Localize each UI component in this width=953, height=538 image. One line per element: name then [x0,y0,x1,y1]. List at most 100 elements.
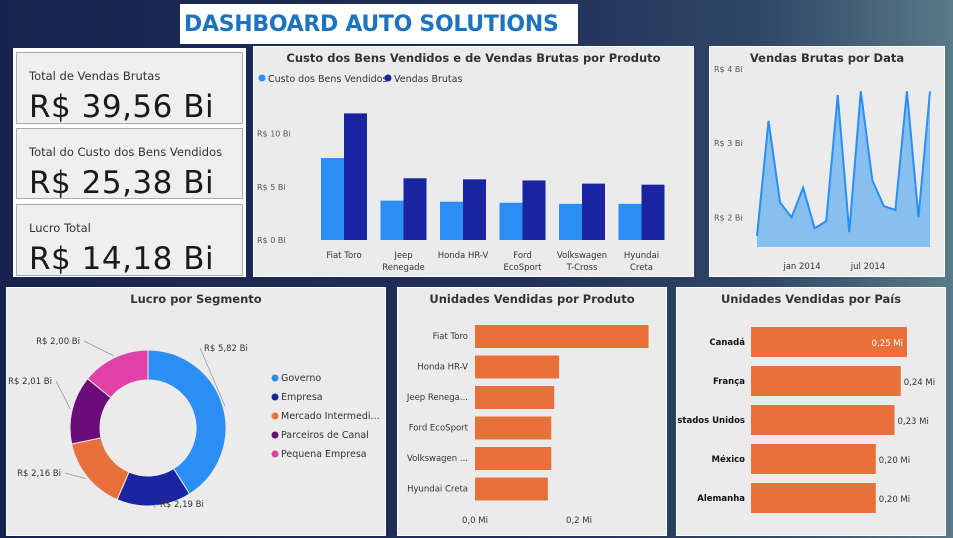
bar-vendas [403,178,427,240]
legend-marker [271,393,279,401]
bar-data-label: 0,25 Mi [872,339,903,349]
chart-title: Custo dos Bens Vendidos e de Vendas Brut… [286,51,661,65]
kpi-value: R$ 14,18 Bi [29,241,215,277]
kpi-card-lucro-total[interactable]: Lucro Total R$ 14,18 Bi [16,204,243,277]
x-category-label: Renegade [382,263,425,273]
kpi-card-vendas-brutas[interactable]: Total de Vendas Brutas R$ 39,56 Bi [16,52,243,125]
y-category-label: Canadá [709,338,745,348]
y-category-label: Alemanha [697,494,745,504]
x-tick-label: 0,0 Mi [462,516,488,526]
legend-marker [271,374,279,382]
bar-custo [440,201,463,240]
kpi-label: Total de Vendas Brutas [29,69,161,83]
x-category-label: EcoSport [503,263,542,273]
bar-unidades-produto [475,325,649,348]
bar-data-label: 0,23 Mi [898,417,929,427]
bar-vendas [344,113,367,240]
legend-marker-vendas [384,74,392,82]
chart-unidades-pais-svg: Canadá 0,25 Mi França 0,24 Mi Estados Unidos… [677,327,935,513]
chart-panel-custo-vendas[interactable]: Custo dos Bens Vendidos e de Vendas Brut… [253,46,694,277]
legend-label-custo: Custo dos Bens Vendidos [268,74,387,85]
donut-leader-line [153,503,157,508]
y-category-label: Honda HR-V [417,363,468,373]
legend-label: Pequena Empresa [281,449,367,460]
x-tick-label: 0,2 Mi [566,516,592,526]
bar-unidades-pais [751,327,907,357]
bar-unidades-pais [751,444,876,474]
y-category-label: Jeep Renega... [406,393,468,403]
chart-panel-vendas-data[interactable]: Vendas Brutas por Data R$ 2 Bi R$ 3 Bi R$ … [709,46,945,277]
x-tick-label: jan 2014 [782,262,820,272]
bar-custo [499,202,523,240]
y-tick-label: R$ 5 Bi [257,183,286,192]
bar-vendas [463,179,486,240]
x-category-label: T-Cross [566,263,598,273]
x-tick-label: jul 2014 [850,262,885,272]
legend-marker [271,450,279,458]
donut-slice [86,349,149,399]
kpi-container: Total de Vendas Brutas R$ 39,56 Bi Total… [13,48,246,277]
chart-lucro-segmento-svg: R$ 5,82 Bi R$ 2,19 Bi R$ 2,16 Bi R$ 2,01 Bi… [8,337,380,510]
chart-panel-unidades-produto[interactable]: Unidades Vendidas por Produto Fiat Toro H… [397,287,667,536]
chart-title: Lucro por Segmento [130,292,262,306]
bar-unidades-pais [751,483,876,513]
chart-panel-unidades-pais[interactable]: Unidades Vendidas por País Canadá 0,25 Mi… [676,287,946,536]
bar-data-label: 0,24 Mi [904,378,935,388]
x-category-label: Hyundai [624,251,659,261]
bar-vendas [522,180,546,240]
y-tick-label: R$ 3 Bi [714,139,743,148]
donut-leader-line [55,380,71,410]
legend-label: Mercado Intermedi... [281,411,380,422]
y-category-label: França [713,377,745,387]
donut-leader-line [83,340,114,357]
donut-data-label: R$ 2,00 Bi [36,337,80,347]
legend-marker-custo [258,74,266,82]
donut-data-label: R$ 2,16 Bi [17,469,61,479]
bar-unidades-produto [475,416,552,440]
kpi-value: R$ 25,38 Bi [29,165,215,201]
y-category-label: Estados Unidos [677,416,745,426]
bar-data-label: 0,20 Mi [879,456,910,466]
area-line [756,91,931,236]
x-category-label: Fiat Toro [326,251,361,261]
donut-data-label: R$ 2,01 Bi [8,377,52,387]
x-category-label: Volkswagen [557,251,607,261]
kpi-card-custo-bens[interactable]: Total do Custo dos Bens Vendidos R$ 25,3… [16,128,243,201]
bar-custo [321,158,344,240]
legend-marker [271,412,279,420]
y-tick-label: R$ 2 Bi [714,213,743,222]
bar-vendas [641,184,665,240]
y-category-label: México [712,454,746,465]
y-tick-label: R$ 4 Bi [714,65,743,74]
dashboard-title-box: DASHBOARD AUTO SOLUTIONS [180,4,578,44]
donut-slice [71,437,130,501]
y-tick-label: R$ 0 Bi [257,236,286,245]
legend-label: Empresa [281,392,323,403]
bar-unidades-pais [751,405,895,435]
bar-data-label: 0,20 Mi [879,495,910,505]
bar-unidades-produto [475,477,548,501]
kpi-value: R$ 39,56 Bi [29,89,215,125]
bar-unidades-produto [475,447,552,470]
x-category-label: Honda HR-V [438,251,489,261]
x-category-label: Creta [630,263,653,273]
bar-unidades-produto [475,386,555,409]
chart-unidades-produto-svg: Fiat Toro Honda HR-V Jeep Renega... Ford Ec… [406,325,649,526]
donut-slice [147,349,227,495]
y-category-label: Volkswagen ... [407,454,468,464]
chart-title: Unidades Vendidas por Produto [429,292,635,306]
y-tick-label: R$ 10 Bi [257,130,291,139]
kpi-label: Total do Custo dos Bens Vendidos [29,145,223,159]
legend-label: Parceiros de Canal [281,430,369,441]
legend-label: Governo [281,373,321,384]
chart-panel-lucro-segmento[interactable]: Lucro por Segmento R$ 5,82 Bi R$ 2,19 Bi R… [6,287,386,536]
y-category-label: Hyundai Creta [407,485,468,495]
legend-label-vendas: Vendas Brutas [394,74,462,85]
y-category-label: Ford EcoSport [409,424,469,434]
kpi-label: Lucro Total [29,221,91,235]
chart-title: Vendas Brutas por Data [749,51,905,65]
donut-leader-line [64,472,87,479]
bar-custo [380,200,404,240]
bar-custo [618,203,642,240]
chart-vendas-data-svg: R$ 2 Bi R$ 3 Bi R$ 4 Bi jan 2014 jul 2014 [714,65,931,272]
